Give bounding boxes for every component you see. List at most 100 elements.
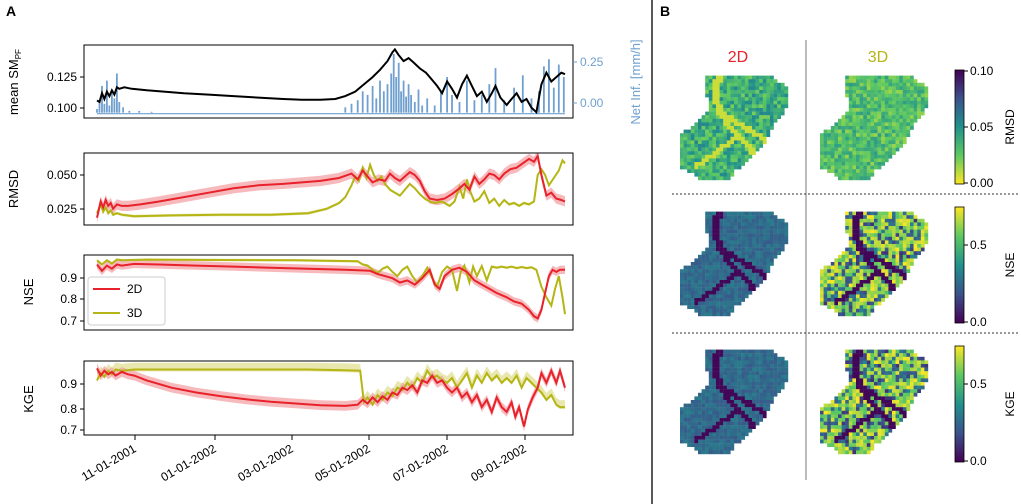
map-cell: [723, 82, 727, 87]
map-cell: [874, 407, 878, 411]
map-cell: [906, 233, 911, 237]
map-cell: [870, 308, 875, 313]
map-cell: [899, 211, 903, 216]
map-cell: [690, 428, 695, 433]
map-cell: [830, 262, 835, 266]
map-cell: [910, 360, 914, 365]
map-cell: [719, 262, 724, 266]
map-cell: [920, 374, 925, 379]
map-cell: [708, 382, 713, 386]
map-cell: [737, 410, 742, 415]
map-cell: [870, 93, 875, 98]
map-cell: [726, 392, 731, 397]
map-cell: [920, 226, 925, 230]
map-cell: [755, 129, 760, 134]
map-cell: [784, 240, 789, 245]
map-cell: [899, 349, 903, 354]
map-cell: [701, 269, 706, 273]
map-cell: [917, 251, 921, 255]
map-cell: [748, 382, 753, 386]
map-cell: [859, 140, 864, 145]
map-cell: [917, 360, 921, 365]
map-cell: [899, 108, 903, 112]
map-cell: [716, 154, 720, 159]
map-cell: [694, 425, 699, 429]
map-cell: [859, 298, 864, 302]
rmsd-2d-band: [97, 153, 565, 223]
map-cell: [741, 421, 745, 426]
map-cell: [708, 79, 713, 83]
map-cell: [748, 229, 753, 234]
map-cell: [884, 154, 889, 159]
map-cell: [741, 436, 745, 440]
map-cell: [734, 251, 738, 255]
map-cell: [841, 251, 846, 255]
map-cell: [734, 356, 738, 361]
map-cell: [777, 244, 781, 248]
map-cell: [877, 97, 882, 101]
map-cell: [716, 396, 720, 401]
map-cell: [848, 414, 853, 419]
map-cell: [752, 283, 756, 288]
map-cell: [852, 104, 857, 109]
map-cell: [920, 111, 925, 116]
map-cell: [708, 162, 713, 166]
map-cell: [773, 90, 778, 94]
map-cell: [874, 272, 878, 277]
map-cell: [705, 133, 709, 137]
map-cell: [766, 211, 771, 216]
map-cell: [870, 356, 875, 361]
map-cell: [856, 100, 860, 105]
map-cell: [755, 262, 760, 266]
map-cell: [726, 176, 731, 181]
map-cell: [895, 218, 900, 223]
map-cell: [741, 353, 745, 357]
map-cell: [881, 115, 885, 119]
map-cell: [683, 428, 688, 433]
map-cell: [870, 240, 875, 245]
map-cell: [852, 378, 857, 383]
map-cell: [899, 104, 903, 109]
map-cell: [766, 389, 771, 393]
map-cell: [744, 140, 749, 145]
map-cell: [705, 215, 709, 219]
map-cell: [823, 136, 828, 141]
map-cell: [845, 265, 849, 270]
map-cell: [716, 364, 720, 368]
map-cell: [741, 410, 745, 415]
map-cell: [917, 222, 921, 227]
map-cell: [712, 436, 717, 440]
map-cell: [856, 356, 860, 361]
map-cell: [766, 100, 771, 105]
map-cell: [877, 93, 882, 98]
map-cell: [852, 312, 857, 317]
map-cell: [877, 115, 882, 119]
map-cell: [838, 436, 842, 440]
map-cell: [744, 126, 749, 130]
map-cell: [755, 410, 760, 415]
map-cell: [906, 247, 911, 252]
map-cell: [734, 97, 738, 101]
map-cell: [777, 97, 781, 101]
map-cell: [892, 222, 896, 227]
map-cell: [920, 371, 925, 375]
map-cell: [755, 403, 760, 408]
map-cell: [719, 247, 724, 252]
map-cell: [917, 100, 921, 105]
map-cell: [741, 115, 745, 119]
map-cell: [906, 93, 911, 98]
map-cell: [730, 421, 735, 426]
map-cell: [888, 349, 893, 354]
map-cell: [744, 396, 749, 401]
map-cell: [762, 90, 767, 94]
map-cell: [820, 294, 824, 299]
map-cell: [734, 428, 738, 433]
map-cell: [856, 432, 860, 437]
map-cell: [906, 115, 911, 119]
map-cell: [877, 118, 882, 123]
map-cell: [892, 140, 896, 145]
map-cell: [755, 382, 760, 386]
map-cell: [759, 396, 763, 401]
map-cell: [698, 312, 702, 317]
map-cell: [777, 367, 781, 372]
